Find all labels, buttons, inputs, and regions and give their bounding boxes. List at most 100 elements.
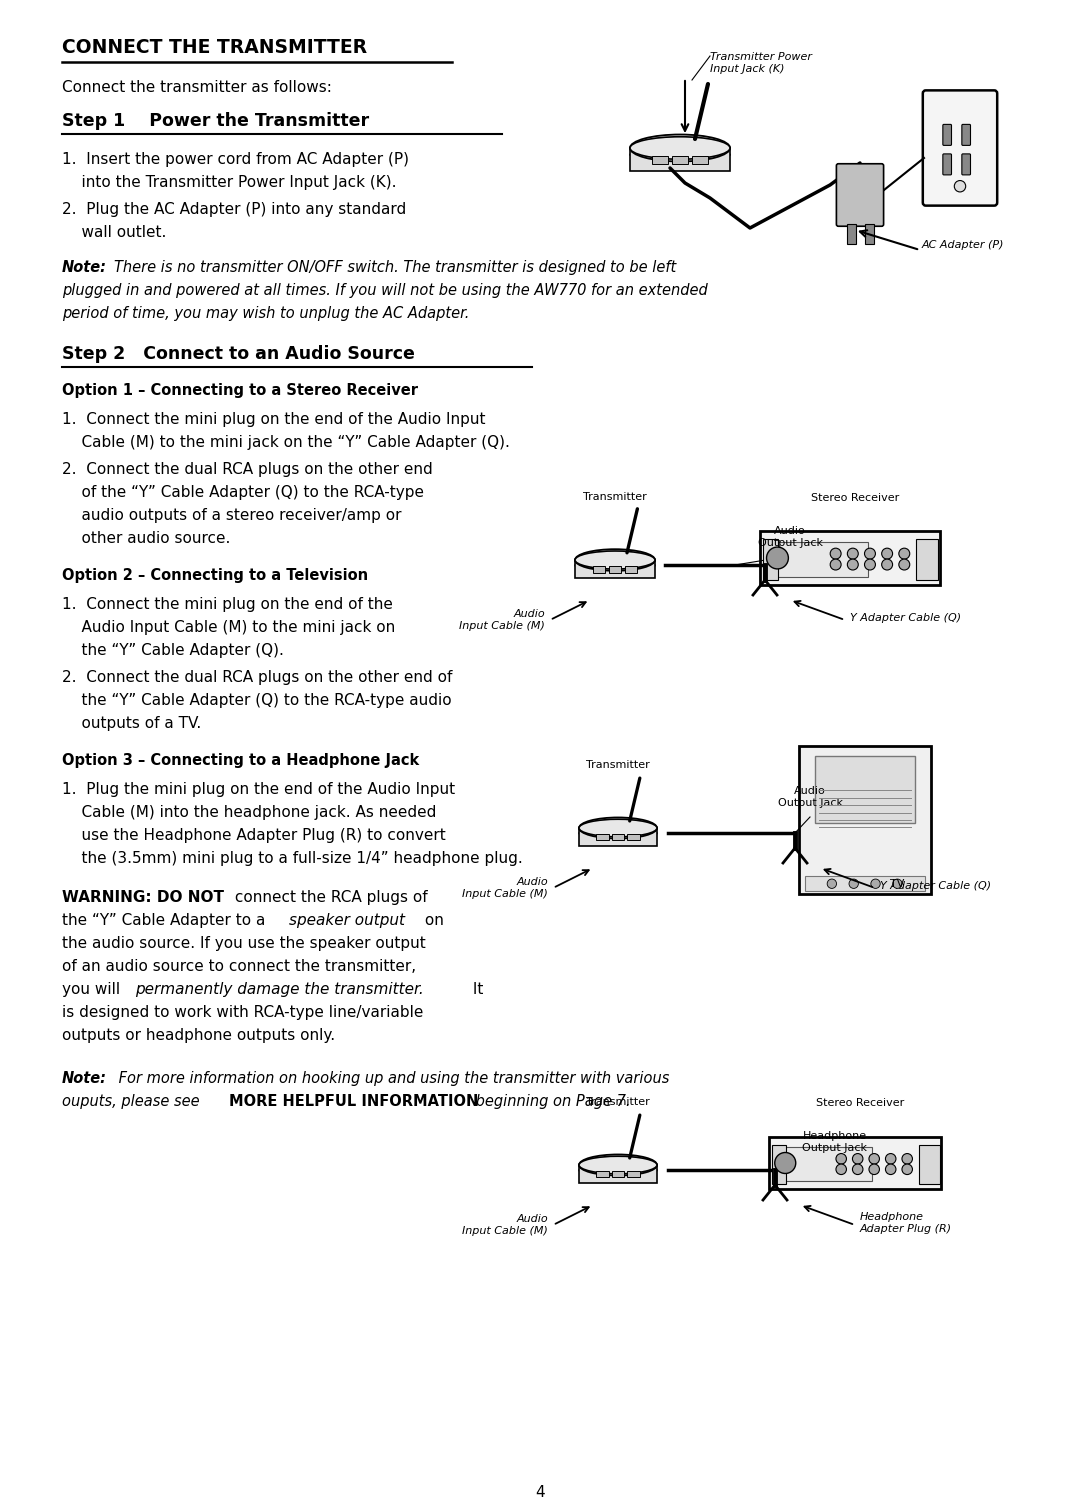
Circle shape bbox=[848, 559, 859, 570]
Text: Transmitter: Transmitter bbox=[586, 761, 650, 770]
Circle shape bbox=[886, 1154, 896, 1164]
Text: Audio
Input Cable (M): Audio Input Cable (M) bbox=[462, 1214, 548, 1237]
Bar bbox=[575, 559, 654, 578]
Text: Note:: Note: bbox=[62, 1070, 107, 1086]
Text: Option 1 – Connecting to a Stereo Receiver: Option 1 – Connecting to a Stereo Receiv… bbox=[62, 383, 418, 398]
Text: For more information on hooking up and using the transmitter with various: For more information on hooking up and u… bbox=[114, 1070, 670, 1086]
Text: Audio
Input Cable (M): Audio Input Cable (M) bbox=[459, 609, 545, 631]
Text: Cable (M) into the headphone jack. As needed: Cable (M) into the headphone jack. As ne… bbox=[62, 804, 436, 820]
Circle shape bbox=[899, 559, 909, 570]
Text: MORE HELPFUL INFORMATION: MORE HELPFUL INFORMATION bbox=[229, 1095, 478, 1108]
Text: 1.  Connect the mini plug on the end of the: 1. Connect the mini plug on the end of t… bbox=[62, 597, 393, 612]
Text: Headphone
Output Jack: Headphone Output Jack bbox=[802, 1131, 867, 1154]
Text: into the Transmitter Power Input Jack (K).: into the Transmitter Power Input Jack (K… bbox=[62, 175, 396, 191]
Circle shape bbox=[852, 1164, 863, 1175]
Ellipse shape bbox=[579, 818, 657, 839]
Ellipse shape bbox=[575, 559, 654, 572]
Text: 1.  Plug the mini plug on the end of the Audio Input: 1. Plug the mini plug on the end of the … bbox=[62, 782, 455, 797]
Circle shape bbox=[774, 1152, 796, 1173]
Ellipse shape bbox=[579, 829, 657, 839]
Text: AC Adapter (P): AC Adapter (P) bbox=[922, 240, 1004, 249]
Bar bbox=[764, 538, 778, 579]
Text: There is no transmitter ON/OFF switch. The transmitter is designed to be left: There is no transmitter ON/OFF switch. T… bbox=[114, 260, 676, 275]
Bar bbox=[916, 538, 937, 579]
Text: other audio source.: other audio source. bbox=[62, 531, 230, 546]
Text: outputs or headphone outputs only.: outputs or headphone outputs only. bbox=[62, 1028, 335, 1043]
Text: Audio
Output Jack: Audio Output Jack bbox=[757, 526, 823, 547]
Text: Audio
Input Cable (M): Audio Input Cable (M) bbox=[462, 877, 548, 900]
Ellipse shape bbox=[579, 820, 657, 836]
Text: the “Y” Cable Adapter (Q) to the RCA-type audio: the “Y” Cable Adapter (Q) to the RCA-typ… bbox=[62, 692, 451, 708]
Circle shape bbox=[836, 1154, 847, 1164]
Text: wall outlet.: wall outlet. bbox=[62, 225, 166, 240]
Bar bbox=[611, 835, 624, 841]
Bar bbox=[806, 877, 924, 891]
Circle shape bbox=[831, 559, 841, 570]
Text: 1.  Insert the power cord from AC Adapter (P): 1. Insert the power cord from AC Adapter… bbox=[62, 153, 409, 166]
FancyBboxPatch shape bbox=[962, 124, 971, 145]
Text: WARNING: DO NOT: WARNING: DO NOT bbox=[62, 891, 224, 906]
Text: beginning on Page 7.: beginning on Page 7. bbox=[471, 1095, 631, 1108]
Bar bbox=[627, 1170, 639, 1178]
Circle shape bbox=[864, 559, 876, 570]
Text: Transmitter: Transmitter bbox=[586, 1098, 650, 1107]
Bar bbox=[769, 1137, 942, 1190]
Text: Transmitter: Transmitter bbox=[583, 491, 647, 502]
Text: CONNECT THE TRANSMITTER: CONNECT THE TRANSMITTER bbox=[62, 38, 367, 57]
Bar bbox=[596, 835, 609, 841]
Text: 2.  Plug the AC Adapter (P) into any standard: 2. Plug the AC Adapter (P) into any stan… bbox=[62, 203, 406, 218]
Ellipse shape bbox=[579, 1155, 657, 1175]
Text: Note:: Note: bbox=[62, 260, 107, 275]
Ellipse shape bbox=[579, 1157, 657, 1173]
Text: of an audio source to connect the transmitter,: of an audio source to connect the transm… bbox=[62, 959, 416, 974]
Circle shape bbox=[831, 549, 841, 559]
Text: Audio
Output Jack: Audio Output Jack bbox=[778, 786, 842, 807]
Text: ouputs, please see: ouputs, please see bbox=[62, 1095, 204, 1108]
Text: of the “Y” Cable Adapter (Q) to the RCA-type: of the “Y” Cable Adapter (Q) to the RCA-… bbox=[62, 485, 424, 500]
Text: Connect the transmitter as follows:: Connect the transmitter as follows: bbox=[62, 80, 332, 95]
Text: speaker output: speaker output bbox=[289, 913, 405, 928]
Text: the “Y” Cable Adapter (Q).: the “Y” Cable Adapter (Q). bbox=[62, 643, 284, 658]
Text: Y Adapter Cable (Q): Y Adapter Cable (Q) bbox=[880, 881, 991, 891]
Circle shape bbox=[902, 1154, 913, 1164]
Text: It: It bbox=[468, 981, 484, 996]
Text: 4: 4 bbox=[536, 1485, 544, 1500]
Circle shape bbox=[899, 549, 909, 559]
Bar bbox=[611, 1170, 624, 1178]
Bar bbox=[760, 531, 940, 585]
Text: Audio Input Cable (M) to the mini jack on: Audio Input Cable (M) to the mini jack o… bbox=[62, 620, 395, 635]
Circle shape bbox=[955, 180, 966, 192]
Bar bbox=[778, 1148, 873, 1181]
Bar bbox=[772, 1145, 785, 1184]
FancyBboxPatch shape bbox=[962, 154, 971, 175]
Text: Stereo Receiver: Stereo Receiver bbox=[811, 493, 900, 503]
Text: the “Y” Cable Adapter to a: the “Y” Cable Adapter to a bbox=[62, 913, 270, 928]
Circle shape bbox=[881, 559, 892, 570]
Bar bbox=[630, 148, 730, 171]
Ellipse shape bbox=[630, 148, 730, 162]
Circle shape bbox=[886, 1164, 896, 1175]
Text: on: on bbox=[420, 913, 444, 928]
Bar bbox=[692, 156, 708, 163]
Bar bbox=[579, 1166, 657, 1182]
Bar bbox=[624, 565, 637, 573]
Circle shape bbox=[869, 1164, 879, 1175]
Text: is designed to work with RCA-type line/variable: is designed to work with RCA-type line/v… bbox=[62, 1005, 423, 1021]
Circle shape bbox=[893, 878, 902, 889]
Bar bbox=[799, 745, 931, 894]
Bar bbox=[919, 1145, 940, 1184]
Text: use the Headphone Adapter Plug (R) to convert: use the Headphone Adapter Plug (R) to co… bbox=[62, 829, 446, 844]
Text: period of time, you may wish to unplug the AC Adapter.: period of time, you may wish to unplug t… bbox=[62, 305, 470, 321]
FancyBboxPatch shape bbox=[943, 124, 951, 145]
Text: audio outputs of a stereo receiver/amp or: audio outputs of a stereo receiver/amp o… bbox=[62, 508, 402, 523]
Circle shape bbox=[852, 1154, 863, 1164]
Circle shape bbox=[848, 549, 859, 559]
Text: Step 2   Connect to an Audio Source: Step 2 Connect to an Audio Source bbox=[62, 345, 415, 363]
Ellipse shape bbox=[575, 550, 654, 569]
Text: the audio source. If you use the speaker output: the audio source. If you use the speaker… bbox=[62, 936, 426, 951]
Bar bbox=[769, 541, 868, 578]
Bar bbox=[847, 224, 855, 243]
Text: the (3.5mm) mini plug to a full-size 1/4” headphone plug.: the (3.5mm) mini plug to a full-size 1/4… bbox=[62, 851, 523, 866]
Text: 2.  Connect the dual RCA plugs on the other end: 2. Connect the dual RCA plugs on the oth… bbox=[62, 463, 433, 476]
Text: Option 3 – Connecting to a Headphone Jack: Option 3 – Connecting to a Headphone Jac… bbox=[62, 753, 419, 768]
